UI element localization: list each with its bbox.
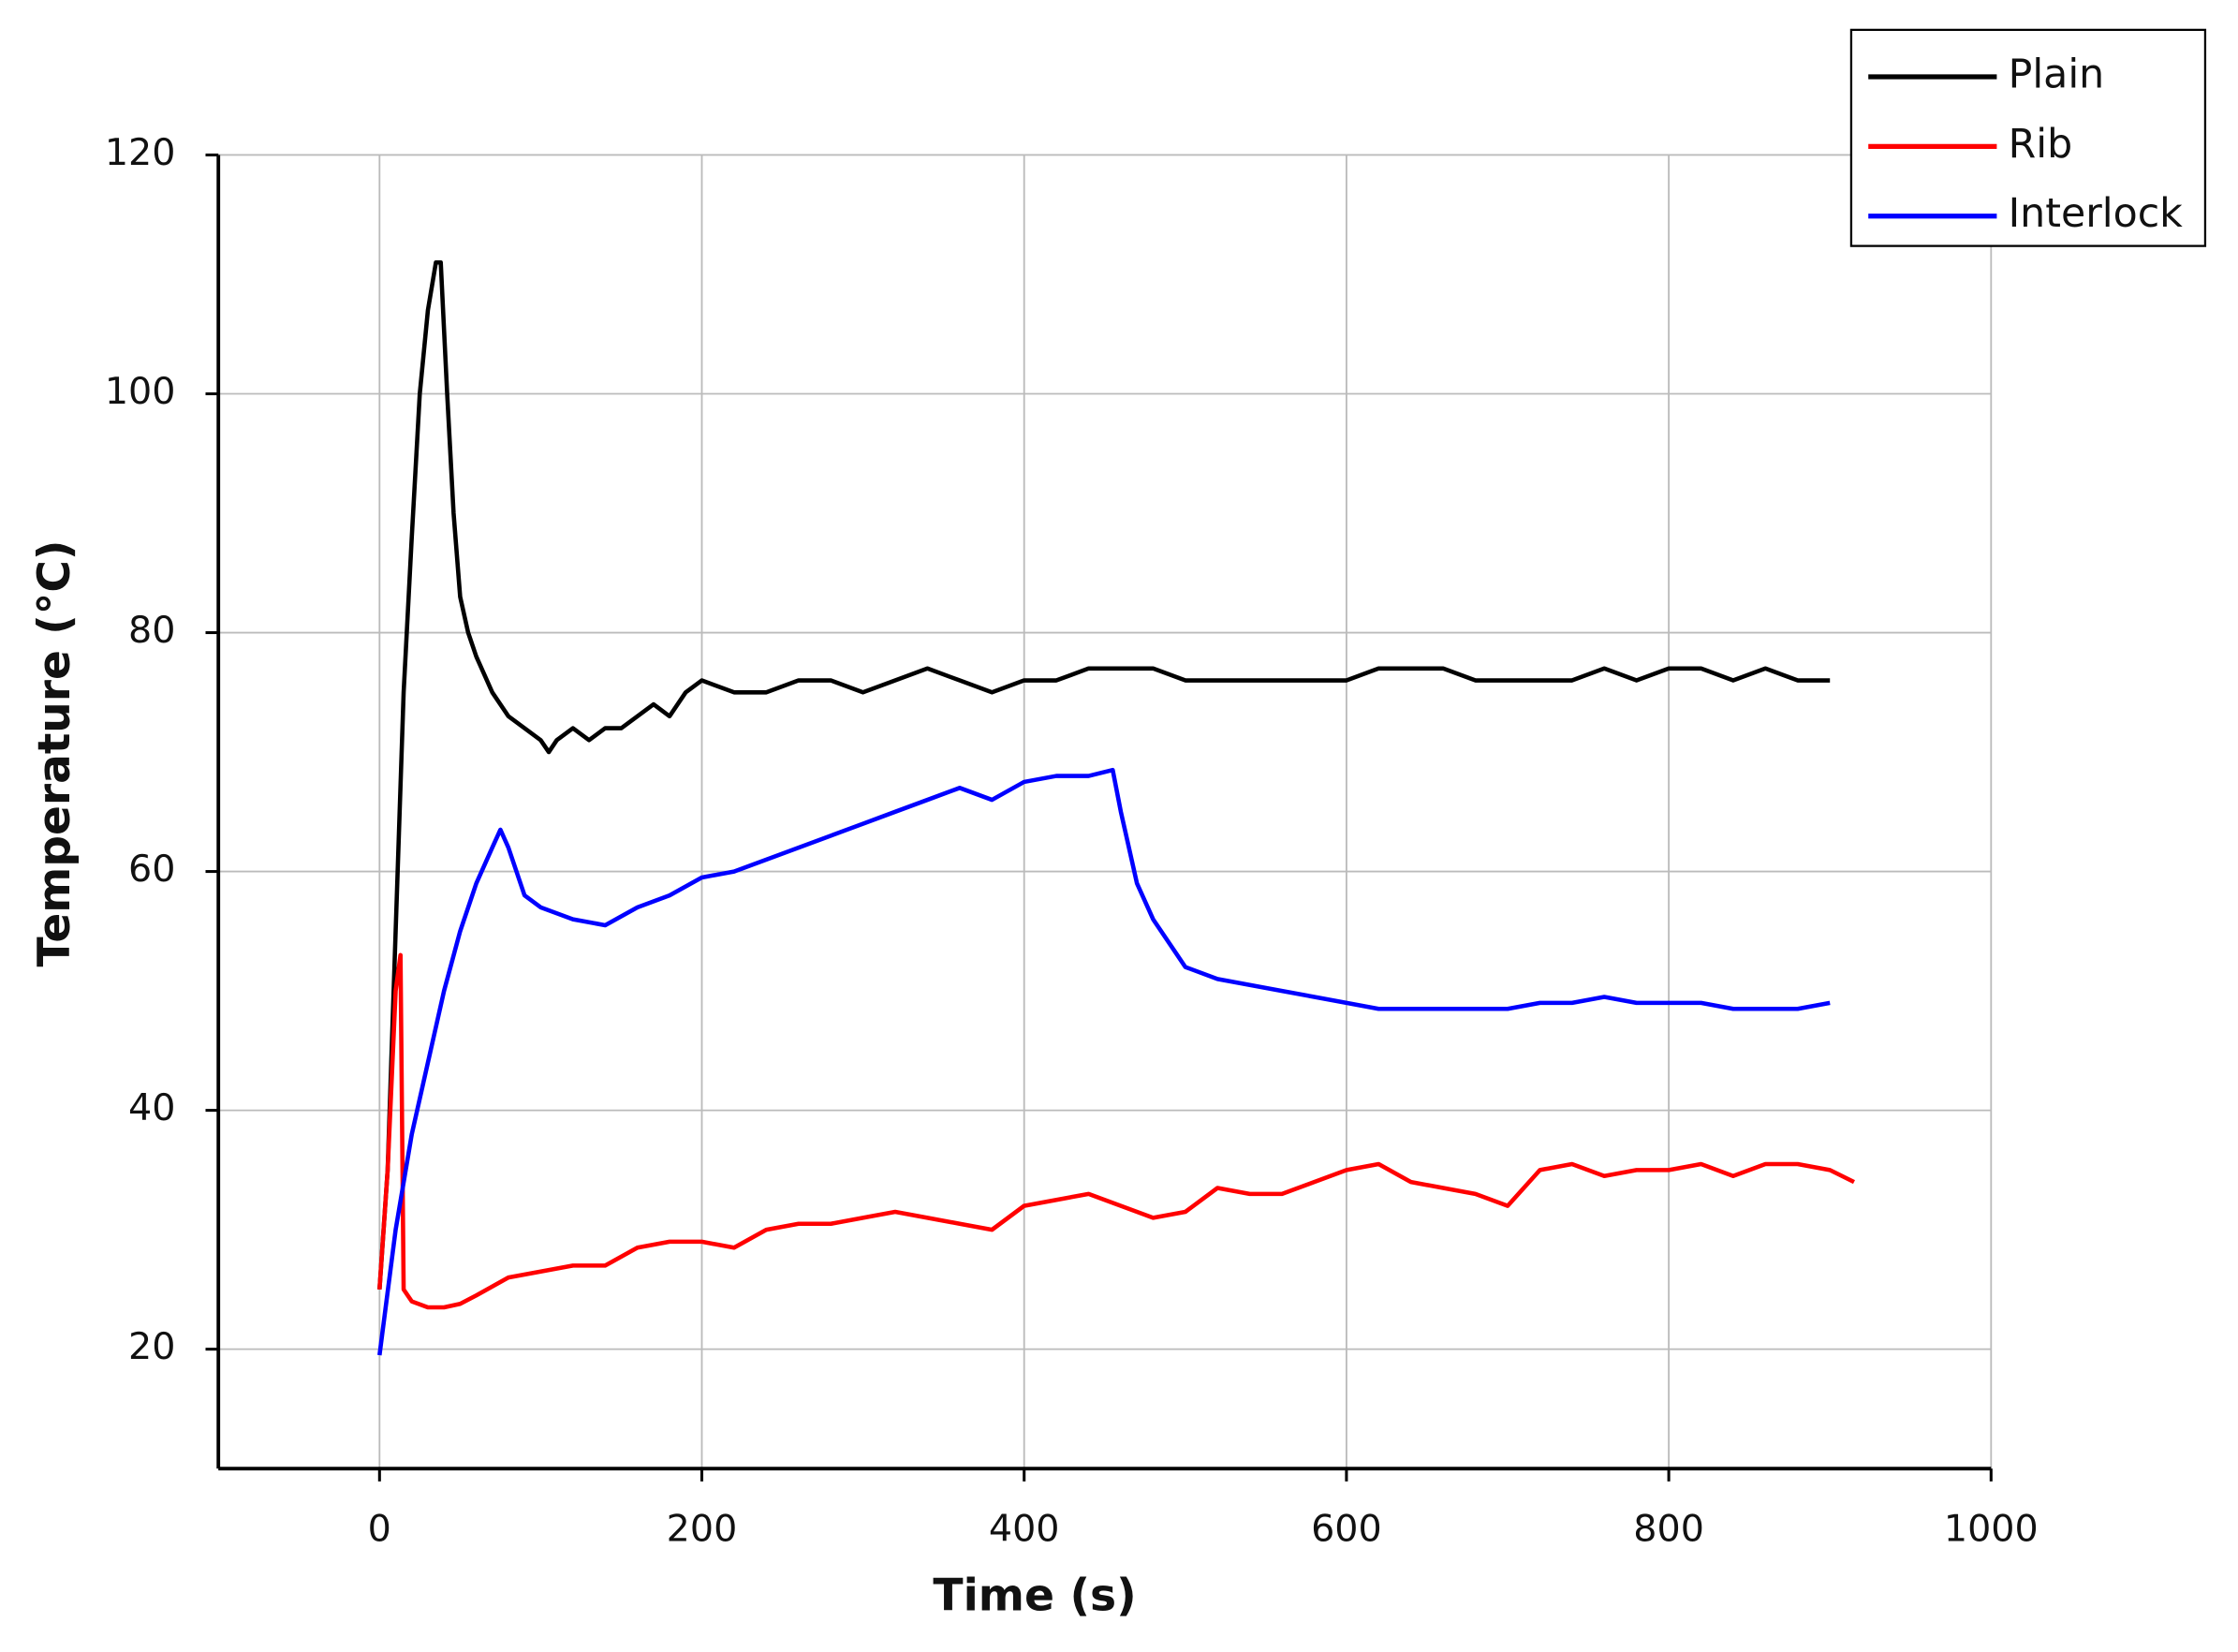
x-tick-label: 200 xyxy=(667,1508,738,1551)
series-line xyxy=(377,767,1831,1356)
legend-label: Plain xyxy=(2009,52,2105,98)
y-axis-label: Temperature (°C) xyxy=(29,540,81,967)
y-tick-label: 80 xyxy=(128,609,175,652)
y-tick-label: 60 xyxy=(128,848,175,891)
legend-label: Interlock xyxy=(2009,190,2184,237)
y-tick-label: 120 xyxy=(105,131,176,174)
x-axis-label: Time (s) xyxy=(933,1570,1136,1621)
x-tick-label: 0 xyxy=(368,1508,391,1551)
y-tick-label: 20 xyxy=(128,1325,175,1368)
x-tick-label: 800 xyxy=(1633,1508,1704,1551)
series-line xyxy=(377,259,1831,1291)
y-tick-label: 40 xyxy=(128,1086,175,1129)
y-tick-label: 100 xyxy=(105,370,176,413)
legend-label: Rib xyxy=(2009,121,2073,168)
series-line xyxy=(377,952,1855,1310)
x-tick-label: 400 xyxy=(989,1508,1060,1551)
x-tick-label: 1000 xyxy=(1944,1508,2039,1551)
legend-box xyxy=(1849,28,2207,247)
x-tick-label: 600 xyxy=(1311,1508,1382,1551)
